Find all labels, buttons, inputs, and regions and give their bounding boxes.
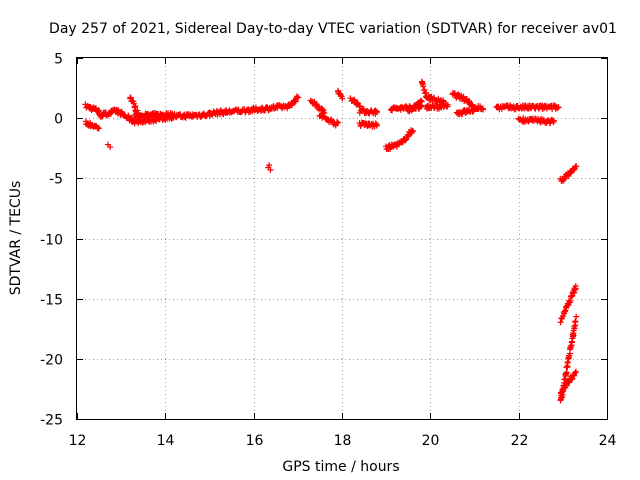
data-point bbox=[564, 359, 571, 366]
data-point bbox=[572, 369, 579, 376]
data-point bbox=[418, 98, 425, 105]
data-point bbox=[293, 93, 300, 100]
y-tick-label: -20 bbox=[40, 353, 63, 369]
data-point bbox=[554, 105, 561, 112]
data-point bbox=[410, 128, 417, 135]
data-point bbox=[295, 94, 302, 101]
data-point bbox=[572, 368, 579, 375]
data-point bbox=[568, 339, 575, 346]
data-point bbox=[563, 369, 570, 376]
data-point bbox=[459, 110, 466, 117]
data-point bbox=[460, 93, 467, 100]
data-point bbox=[339, 95, 346, 102]
axis-layer: 12 14 16 18 20 22 24 5 0 -5 -10 -15 -20 -25 bbox=[40, 52, 616, 450]
data-point bbox=[334, 118, 341, 125]
data-point bbox=[95, 125, 102, 132]
x-tick-label: 12 bbox=[69, 433, 87, 449]
data-point bbox=[557, 319, 564, 326]
plot-frame bbox=[76, 57, 608, 420]
data-point bbox=[573, 163, 580, 170]
data-point bbox=[284, 105, 291, 112]
data-point bbox=[373, 109, 380, 116]
data-point bbox=[573, 313, 580, 320]
data-point bbox=[334, 119, 341, 126]
data-point bbox=[417, 97, 424, 104]
data-point bbox=[444, 101, 451, 108]
x-axis-label: GPS time / hours bbox=[282, 459, 399, 475]
x-tick-label: 14 bbox=[157, 433, 175, 449]
data-point bbox=[265, 164, 272, 171]
x-tick-label: 24 bbox=[599, 433, 617, 449]
y-tick-label: -15 bbox=[40, 293, 63, 309]
data-point bbox=[563, 370, 570, 377]
data-point bbox=[373, 122, 380, 129]
y-tick-label: 5 bbox=[54, 52, 63, 68]
data-point bbox=[357, 103, 364, 110]
y-tick-label: -10 bbox=[40, 233, 63, 249]
y-tick-label: -5 bbox=[49, 172, 63, 188]
data-point bbox=[337, 92, 344, 99]
data-point bbox=[440, 98, 447, 105]
data-point bbox=[420, 83, 427, 90]
data-point bbox=[565, 379, 572, 386]
data-points bbox=[82, 78, 580, 404]
data-point bbox=[469, 108, 476, 115]
x-tick-label: 22 bbox=[511, 433, 529, 449]
data-point bbox=[572, 318, 579, 325]
x-tick-label: 16 bbox=[246, 433, 264, 449]
data-point bbox=[555, 104, 562, 111]
data-point bbox=[567, 297, 574, 304]
data-point bbox=[95, 108, 102, 115]
x-tick-label: 20 bbox=[422, 433, 440, 449]
data-point bbox=[107, 144, 114, 151]
data-point bbox=[572, 285, 579, 292]
data-point bbox=[480, 106, 487, 113]
x-tick-label: 18 bbox=[334, 433, 352, 449]
data-point bbox=[571, 286, 578, 293]
chart-title: Day 257 of 2021, Sidereal Day-to-day VTE… bbox=[49, 21, 617, 37]
data-point bbox=[550, 117, 557, 124]
y-axis-label: SDTVAR / TECUs bbox=[8, 181, 24, 296]
y-tick-label: 0 bbox=[54, 112, 63, 128]
y-tick-label: -25 bbox=[40, 413, 63, 429]
